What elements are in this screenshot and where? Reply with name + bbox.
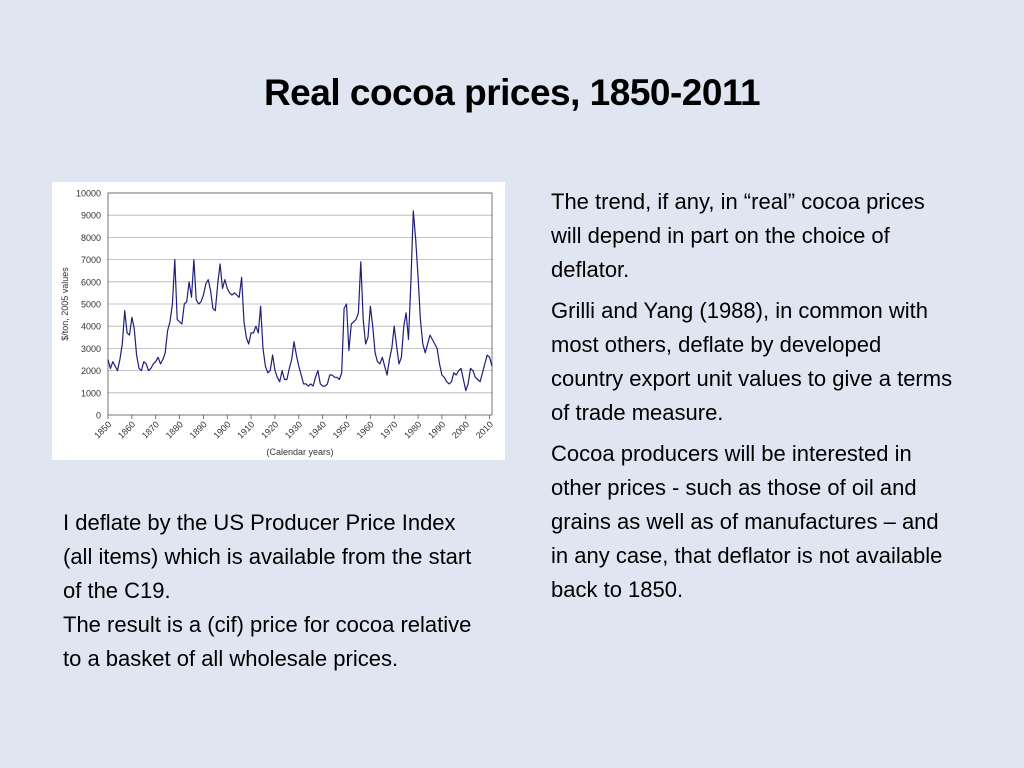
slide-title: Real cocoa prices, 1850-2011: [263, 72, 761, 113]
x-tick-label: 2000: [450, 419, 471, 440]
y-tick-label: 1000: [81, 388, 101, 398]
y-tick-label: 2000: [81, 366, 101, 376]
x-tick-label: 1880: [164, 419, 185, 440]
discussion-paragraph: The trend, if any, in “real” cocoa price…: [551, 189, 925, 282]
x-tick-label: 1940: [307, 419, 328, 440]
x-tick-label: 2010: [474, 419, 495, 440]
y-tick-label: 6000: [81, 277, 101, 287]
y-tick-label: 10000: [76, 189, 101, 199]
y-tick-label: 9000: [81, 211, 101, 221]
x-axis-label: (Calendar years): [266, 447, 333, 457]
price-series-line: [107, 210, 493, 392]
y-tick-label: 8000: [81, 233, 101, 243]
y-tick-label: 0: [96, 411, 101, 421]
y-axis-label: $/ton, 2005 values: [60, 267, 70, 341]
x-tick-label: 1890: [188, 419, 209, 440]
discussion-paragraph: Cocoa producers will be interested in ot…: [551, 441, 943, 602]
deflator-note-line: I deflate by the US Producer Price Index…: [63, 510, 472, 603]
cocoa-price-chart: 0 1000 2000 3000 4000 5000 6000 7000 8000 9000 100…: [52, 182, 505, 460]
x-tick-label: 1910: [235, 419, 256, 440]
x-tick-label: 1920: [259, 419, 280, 440]
deflator-note: I deflate by the US Producer Price Index…: [63, 506, 483, 676]
x-tick-label: 1850: [92, 419, 113, 440]
x-tick-label: 1900: [211, 419, 232, 440]
y-tick-label: 3000: [81, 344, 101, 354]
y-tick-label: 7000: [81, 255, 101, 265]
x-tick-label: 1870: [140, 419, 161, 440]
x-tick-label: 1960: [355, 419, 376, 440]
deflator-note-line: The result is a (cif) price for cocoa re…: [63, 612, 472, 671]
x-tick-label: 1970: [378, 419, 399, 440]
x-tick-label: 1860: [116, 419, 137, 440]
x-tick-label: 1980: [402, 419, 423, 440]
plot-frame: [107, 192, 493, 416]
chart-svg: 0 1000 2000 3000 4000 5000 6000 7000 8000 9000 100…: [60, 189, 495, 458]
y-tick-label: 5000: [81, 300, 101, 310]
discussion-paragraph: Grilli and Yang (1988), in common with m…: [551, 298, 953, 425]
x-tick-label: 1950: [331, 419, 352, 440]
x-tick-label: 1930: [283, 419, 304, 440]
x-tick-label: 1990: [426, 419, 447, 440]
y-tick-label: 4000: [81, 322, 101, 332]
discussion-text: The trend, if any, in “real” cocoa price…: [551, 185, 956, 614]
